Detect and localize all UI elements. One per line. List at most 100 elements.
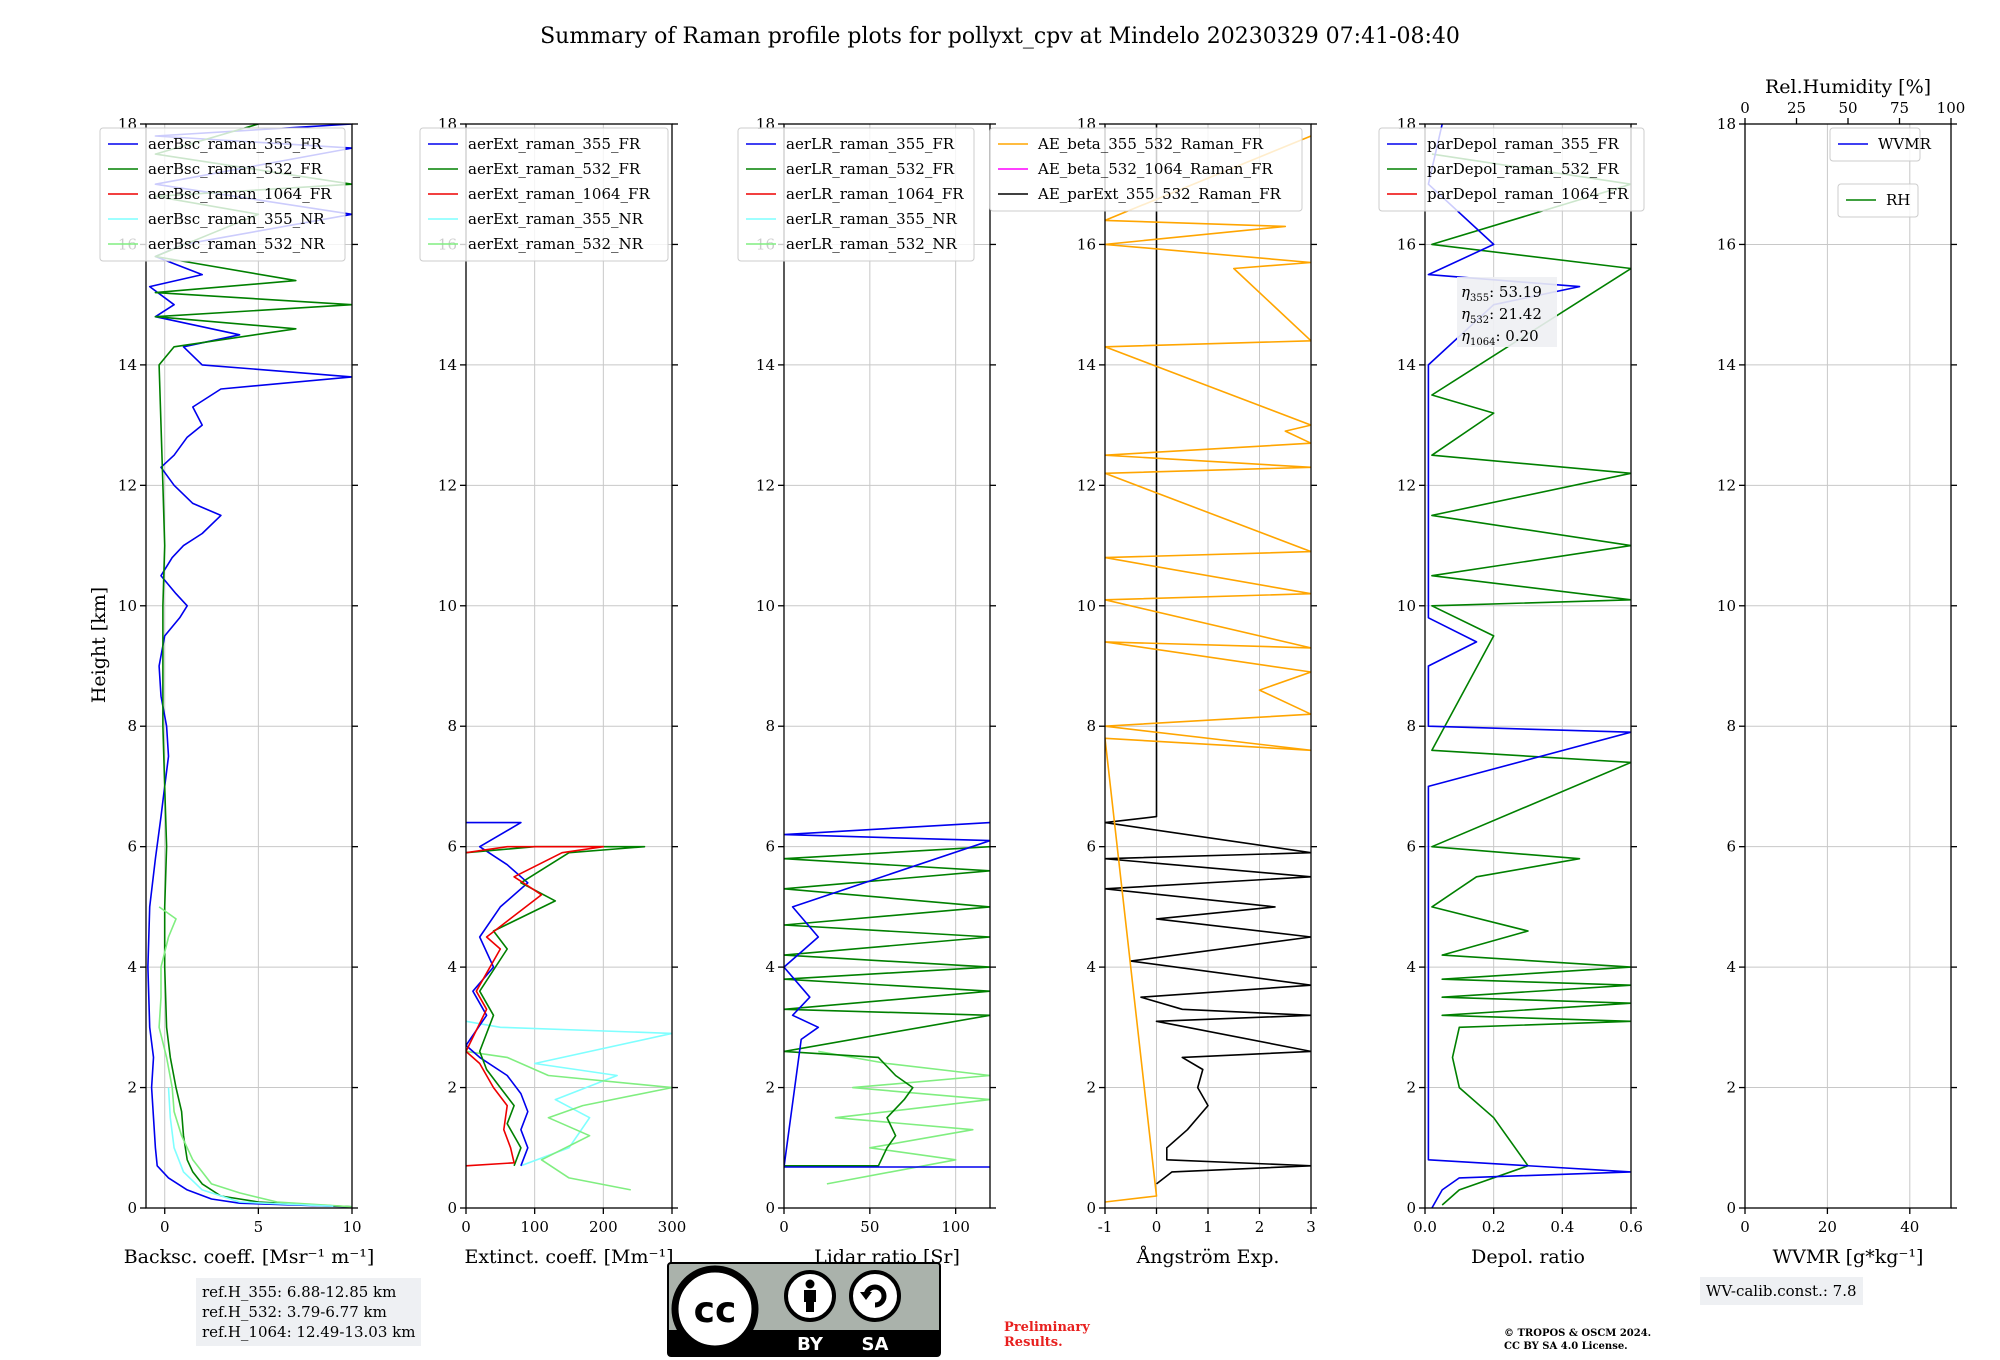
eta-355: η355: 53.19 (1461, 283, 1542, 304)
x-tick-label: 0 (160, 1218, 170, 1236)
legend-label: WVMR (1878, 135, 1932, 153)
x-axis-label: Depol. ratio (1471, 1246, 1585, 1268)
y-tick-label: 12 (1397, 476, 1416, 494)
x-tick-label: 300 (658, 1218, 687, 1236)
y-tick-label: 14 (756, 356, 775, 374)
x-tick-label: 0 (1152, 1218, 1162, 1236)
cc-icon (671, 1265, 759, 1353)
ref-height-1064: ref.H_1064: 12.49-13.03 km (202, 1323, 416, 1341)
y-tick-label: 6 (1086, 838, 1096, 856)
x-tick-label: 20 (1818, 1218, 1837, 1236)
license-by-label: BY (797, 1334, 824, 1355)
y-tick-label: 16 (1397, 235, 1416, 253)
x-tick-label: 5 (254, 1218, 264, 1236)
y-tick-label: 8 (1406, 717, 1416, 735)
x-axis-label: Extinct. coeff. [Mm⁻¹] (464, 1246, 673, 1268)
y-tick-label: 14 (1077, 356, 1096, 374)
y-tick-label: 0 (447, 1199, 457, 1217)
x-tick-label: 0.4 (1550, 1218, 1574, 1236)
y-tick-label: 18 (1717, 115, 1736, 133)
legend-frame (1378, 127, 1645, 212)
y-tick-label: 4 (1406, 958, 1416, 976)
figure-title: Summary of Raman profile plots for polly… (540, 24, 1460, 49)
y-tick-label: 10 (1077, 597, 1096, 615)
copyright-note: © TROPOS & OSCM 2024. CC BY SA 4.0 Licen… (1504, 1327, 1651, 1353)
y-tick-label: 10 (1717, 597, 1736, 615)
y-tick-label: 8 (1086, 717, 1096, 735)
legend-frame (1829, 127, 1921, 162)
y-tick-label: 8 (1726, 717, 1736, 735)
axes-frame (145, 123, 353, 1209)
y-tick-label: 4 (1726, 958, 1736, 976)
y-tick-label: 8 (765, 717, 775, 735)
eta-532: η532: 21.42 (1461, 305, 1542, 326)
x-tick-label: 1 (1203, 1218, 1213, 1236)
legend-frame (419, 127, 669, 262)
y-tick-label: 0 (765, 1199, 775, 1217)
legend-label: aerLR_raman_355_NR (786, 210, 957, 228)
series-line-blue (1427, 124, 1631, 1208)
y-tick-label: 6 (1726, 838, 1736, 856)
y-tick-label: 2 (1726, 1079, 1736, 1097)
y-tick-label: 14 (1397, 356, 1416, 374)
panel-bsc: 0246810121416180510Backsc. coeff. [Msr⁻¹… (99, 115, 374, 1268)
legend: parDepol_raman_355_FR parDepol_raman_532_… (1378, 127, 1645, 212)
series-group (784, 821, 990, 1185)
top-x-tick-label: 50 (1838, 99, 1857, 117)
y-tick-label: 14 (438, 356, 457, 374)
preliminary-line-2: Results. (1004, 1335, 1063, 1350)
y-tick-label: 6 (1406, 838, 1416, 856)
preliminary-line-1: Preliminary (1004, 1320, 1090, 1335)
y-tick-label: 2 (127, 1079, 137, 1097)
copyright-line-1: © TROPOS & OSCM 2024. (1504, 1328, 1652, 1339)
legend: aerLR_raman_355_FR aerLR_raman_532_FR aerL… (737, 127, 975, 262)
preliminary-results-note: Preliminary Results. (1004, 1320, 1090, 1350)
reference-height-box: ref.H_355: 6.88-12.85 km ref.H_532: 3.79… (196, 1278, 422, 1346)
series-line-lightgreen (158, 906, 352, 1208)
legend-label: aerBsc_raman_532_NR (148, 235, 325, 253)
legend-label: aerLR_raman_355_FR (786, 135, 955, 153)
y-tick-label: 10 (756, 597, 775, 615)
x-tick-label: 200 (589, 1218, 618, 1236)
top-x-tick-label: 0 (1740, 99, 1750, 117)
svg-text:cc: cc (694, 1290, 737, 1331)
y-tick-label: 14 (118, 356, 137, 374)
series-group (466, 821, 672, 1191)
series-line-red (466, 845, 605, 1167)
x-tick-label: -1 (1098, 1218, 1113, 1236)
series-line-cyan (466, 1020, 672, 1167)
y-tick-label: 10 (118, 597, 137, 615)
y-tick-label: 8 (447, 717, 457, 735)
series-group (1105, 124, 1311, 1203)
y-tick-label: 2 (1406, 1079, 1416, 1097)
x-tick-label: 0 (1740, 1218, 1750, 1236)
legend: aerBsc_raman_355_FR aerBsc_raman_532_FRae… (99, 127, 346, 262)
y-tick-label: 4 (765, 958, 775, 976)
legend-label: aerExt_raman_355_FR (468, 135, 641, 153)
eta-box (1457, 277, 1557, 347)
legend-label: aerLR_raman_1064_FR (786, 185, 964, 203)
x-tick-label: 50 (860, 1218, 879, 1236)
y-tick-label: 0 (1726, 1199, 1736, 1217)
x-tick-label: 0 (461, 1218, 471, 1236)
legend-frame (99, 127, 346, 262)
legend-label: aerExt_raman_1064_FR (468, 185, 650, 203)
series-line-blue (784, 821, 990, 1168)
y-tick-label: 16 (1717, 235, 1736, 253)
y-tick-label: 2 (447, 1079, 457, 1097)
y-tick-label: 12 (1077, 476, 1096, 494)
panel-ext: 0246810121416180100200300Extinct. coeff.… (419, 115, 687, 1268)
legend-label: aerExt_raman_355_NR (468, 210, 644, 228)
x-tick-label: 2 (1255, 1218, 1265, 1236)
legend-label: aerBsc_raman_532_FR (148, 160, 323, 178)
series-group (1427, 124, 1631, 1208)
y-tick-label: 4 (447, 958, 457, 976)
y-tick-label: 10 (438, 597, 457, 615)
legend: RH (1837, 183, 1919, 218)
legend-label: aerBsc_raman_1064_FR (148, 185, 332, 203)
top-x-tick-label: 75 (1890, 99, 1909, 117)
y-tick-label: 10 (1397, 597, 1416, 615)
series-line-lightgreen (818, 1050, 990, 1185)
